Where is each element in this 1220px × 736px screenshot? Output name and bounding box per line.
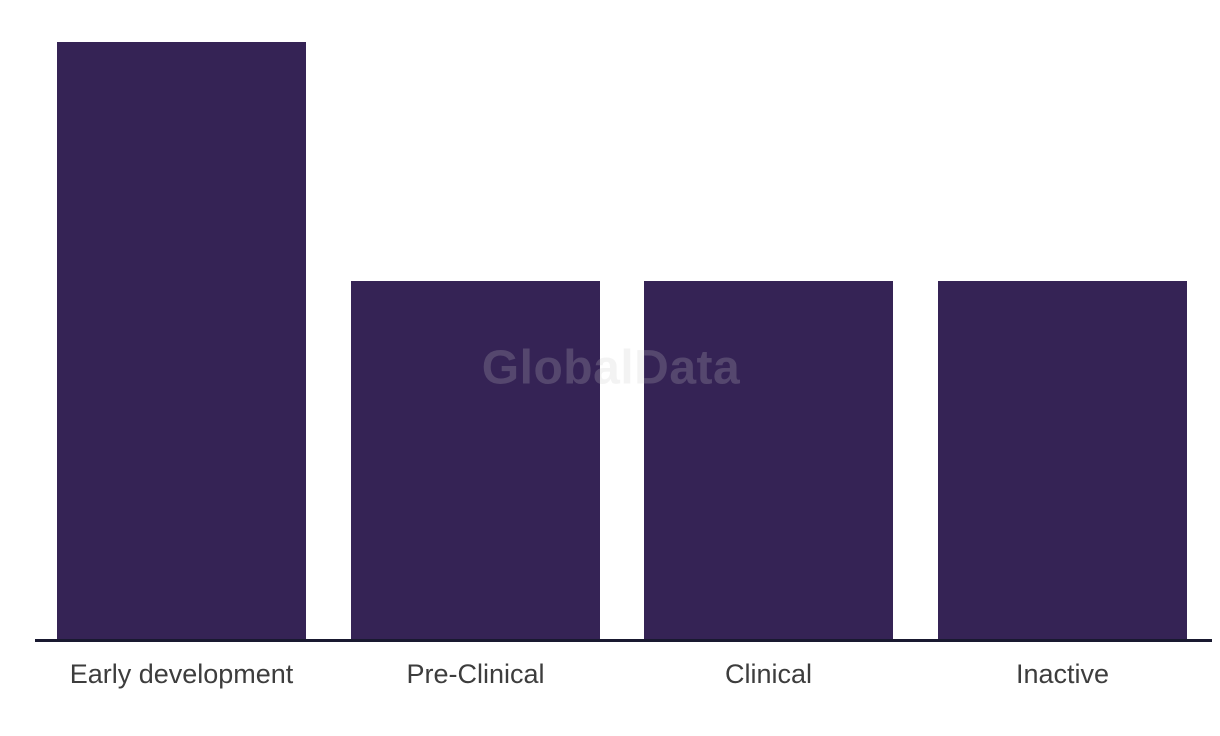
bar-inactive [938,281,1187,639]
x-axis-label-early-development: Early development [69,659,294,689]
bar-clinical [644,281,893,639]
bar-pre-clinical [351,281,600,639]
x-axis-label-clinical: Clinical [724,659,813,689]
x-axis-label-inactive: Inactive [1015,659,1110,689]
bar-early-development [57,42,306,639]
x-axis-label-pre-clinical: Pre-Clinical [406,659,545,689]
x-axis-line [35,639,1212,642]
